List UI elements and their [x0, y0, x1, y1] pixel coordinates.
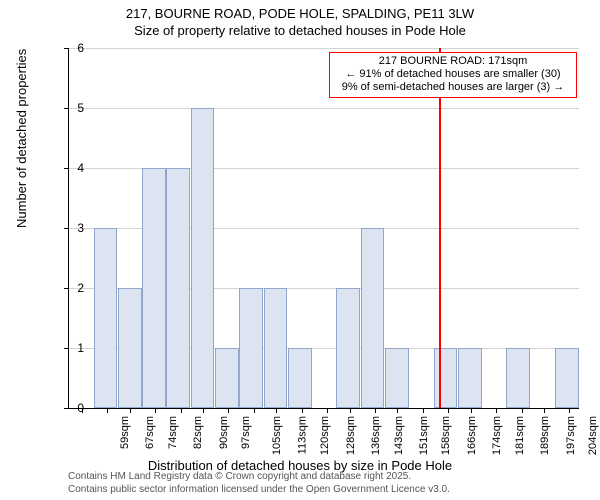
histogram-bar: [118, 288, 142, 408]
xtick-label: 128sqm: [345, 416, 357, 455]
xtick-mark: [350, 408, 351, 413]
ytick-label: 1: [77, 341, 84, 355]
histogram-bar: [288, 348, 312, 408]
histogram-bar: [434, 348, 458, 408]
title-line1: 217, BOURNE ROAD, PODE HOLE, SPALDING, P…: [0, 6, 600, 23]
histogram-bar: [458, 348, 482, 408]
xtick-label: 143sqm: [393, 416, 405, 455]
y-axis-label: Number of detached properties: [14, 49, 29, 228]
ytick-label: 3: [77, 221, 84, 235]
histogram-bar: [264, 288, 288, 408]
xtick-label: 158sqm: [440, 416, 452, 455]
ytick-mark: [64, 168, 69, 169]
histogram-bar: [239, 288, 263, 408]
xtick-label: 181sqm: [514, 416, 526, 455]
xtick-mark: [155, 408, 156, 413]
xtick-mark: [496, 408, 497, 413]
ytick-mark: [64, 48, 69, 49]
xtick-mark: [423, 408, 424, 413]
xtick-mark: [254, 408, 255, 413]
xtick-label: 120sqm: [319, 416, 331, 455]
ytick-label: 4: [77, 161, 84, 175]
xtick-mark: [302, 408, 303, 413]
footer: Contains HM Land Registry data © Crown c…: [68, 471, 450, 496]
xtick-mark: [130, 408, 131, 413]
xtick-label: 97sqm: [240, 416, 252, 449]
xtick-mark: [203, 408, 204, 413]
ytick-mark: [64, 108, 69, 109]
xtick-mark: [107, 408, 108, 413]
gridline: [69, 48, 579, 49]
xtick-mark: [327, 408, 328, 413]
histogram-bar: [166, 168, 190, 408]
xtick-label: 74sqm: [167, 416, 179, 449]
footer-line2: Contains public sector information licen…: [68, 484, 450, 497]
histogram-bar: [506, 348, 530, 408]
annotation-line2: ← 91% of detached houses are smaller (30…: [334, 68, 572, 81]
ytick-mark: [64, 228, 69, 229]
histogram-bar: [142, 168, 166, 408]
xtick-label: 113sqm: [296, 416, 308, 454]
xtick-mark: [448, 408, 449, 413]
ytick-label: 6: [77, 41, 84, 55]
xtick-label: 174sqm: [491, 416, 503, 455]
histogram-bar: [94, 228, 118, 408]
chart: 59sqm67sqm74sqm82sqm90sqm97sqm105sqm113s…: [68, 48, 578, 408]
xtick-label: 90sqm: [218, 416, 230, 449]
plot-area: 59sqm67sqm74sqm82sqm90sqm97sqm105sqm113s…: [68, 48, 579, 409]
xtick-mark: [544, 408, 545, 413]
xtick-label: 82sqm: [192, 416, 204, 449]
xtick-label: 105sqm: [272, 416, 284, 455]
ytick-mark: [64, 288, 69, 289]
histogram-bar: [555, 348, 579, 408]
histogram-bar: [191, 108, 215, 408]
annotation-line3: 9% of semi-detached houses are larger (3…: [334, 81, 572, 94]
xtick-label: 166sqm: [466, 416, 478, 455]
annotation-line1: 217 BOURNE ROAD: 171sqm: [334, 55, 572, 68]
xtick-mark: [375, 408, 376, 413]
xtick-mark: [471, 408, 472, 413]
xtick-label: 204sqm: [587, 416, 599, 455]
xtick-mark: [522, 408, 523, 413]
histogram-bar: [361, 228, 385, 408]
ytick-label: 5: [77, 101, 84, 115]
xtick-mark: [228, 408, 229, 413]
xtick-mark: [181, 408, 182, 413]
xtick-mark: [276, 408, 277, 413]
histogram-bar: [336, 288, 360, 408]
xtick-label: 197sqm: [565, 416, 577, 455]
ytick-label: 2: [77, 281, 84, 295]
xtick-label: 136sqm: [370, 416, 382, 455]
footer-line1: Contains HM Land Registry data © Crown c…: [68, 471, 450, 484]
xtick-label: 67sqm: [144, 416, 156, 449]
histogram-bar: [215, 348, 239, 408]
xtick-label: 59sqm: [119, 416, 131, 449]
xtick-mark: [569, 408, 570, 413]
histogram-bar: [385, 348, 409, 408]
gridline: [69, 108, 579, 109]
ytick-mark: [64, 348, 69, 349]
ytick-mark: [64, 408, 69, 409]
marker-line: [439, 48, 441, 408]
xtick-label: 189sqm: [539, 416, 551, 455]
xtick-label: 151sqm: [418, 416, 430, 455]
annotation-box: 217 BOURNE ROAD: 171sqm← 91% of detached…: [329, 52, 577, 98]
xtick-mark: [397, 408, 398, 413]
ytick-label: 0: [77, 401, 84, 415]
title-line2: Size of property relative to detached ho…: [0, 23, 600, 40]
